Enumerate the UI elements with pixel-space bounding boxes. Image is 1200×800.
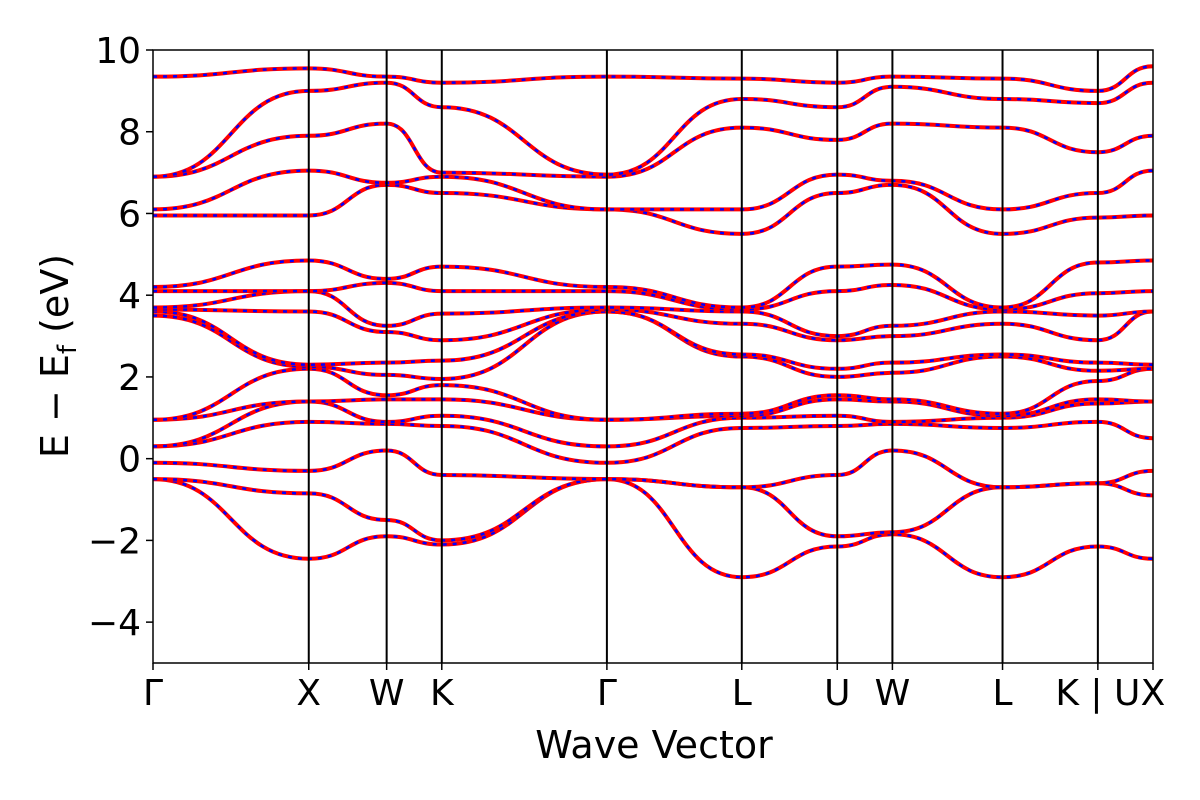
band-line-dashed-6 [153,367,1153,422]
y-tick-label-2: 0 [118,440,141,481]
band-line-dashed-8 [153,310,1153,371]
band-line-dashed-3 [153,420,1153,465]
y-tick-label-3: 2 [118,358,141,399]
x-tick-label-4: Γ [597,673,617,714]
band-line-dashed-15 [153,122,1153,178]
y-axis-ticks: −4 −2 0 2 4 6 8 10 [88,31,153,644]
high-symmetry-lines [307,50,1099,663]
y-tick-label-0: −4 [88,603,141,644]
band-line-dashed-10 [153,289,1153,338]
x-axis-label: Wave Vector [535,723,773,767]
x-tick-label-10: X [1141,673,1166,714]
x-tick-label-2: W [369,673,405,714]
y-axis-label: E − Ef (eV) [33,254,83,458]
band-line-dashed-9 [153,308,1153,342]
y-axis-label-main: E − E [33,354,77,458]
y-axis-label-subscript: f [53,344,83,354]
band-line-dashed-12 [153,259,1153,309]
band-line-dashed-0 [153,477,1153,579]
band-line-dashed-13 [153,183,1153,236]
y-tick-label-1: −2 [88,521,141,562]
x-tick-label-3: K [430,673,455,714]
y-axis-label-unit: (eV) [33,254,77,345]
x-tick-label-5: L [732,673,752,714]
band-line-dashed-14 [153,169,1153,211]
band-line-dashed-7 [153,310,1153,381]
x-tick-label-1: X [296,673,321,714]
y-tick-label-6: 8 [118,113,141,154]
x-tick-label-6: U [824,673,850,714]
y-tick-label-5: 6 [118,194,141,235]
x-tick-label-0: Γ [143,673,163,714]
x-tick-label-8: L [993,673,1013,714]
band-lines [153,64,1153,580]
x-tick-label-9: K | U [1055,673,1140,714]
band-line-dashed-17 [153,65,1153,93]
band-line-dashed-2 [153,449,1153,489]
band-line-11 [153,280,1153,312]
x-tick-label-7: W [875,673,911,714]
plot-frame [152,49,1154,664]
y-tick-label-7: 10 [95,31,141,72]
y-tick-label-4: 4 [118,276,141,317]
band-line-dashed-4 [153,400,1153,448]
